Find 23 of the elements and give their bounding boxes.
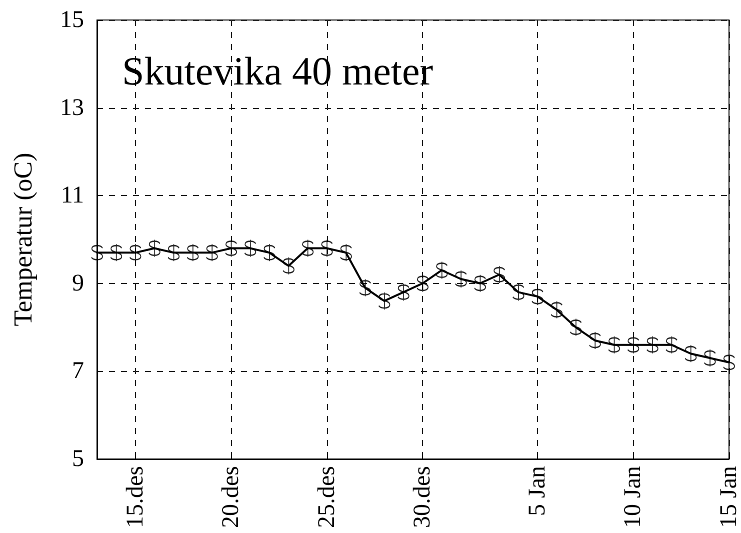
x-tick-label: 10 Jan	[620, 466, 646, 528]
point	[531, 288, 544, 306]
x-tick-label: 30.des	[410, 466, 436, 528]
point	[722, 353, 736, 372]
point	[665, 336, 678, 354]
point	[90, 244, 104, 262]
point	[474, 274, 486, 292]
x-tick-label: 15 Jan	[716, 466, 741, 528]
text: Skutevika 40 meter	[122, 48, 434, 94]
point	[282, 256, 295, 275]
x-tick-label: 5 Jan	[524, 466, 550, 516]
x-tick-label: 25.des	[314, 466, 340, 528]
x-tick-label: 20.des	[218, 466, 244, 528]
y-tick-label: 13	[60, 94, 84, 121]
y-tick-label: 7	[72, 358, 84, 384]
y-tick-label: 11	[60, 182, 84, 209]
y-tick-label: 15	[60, 7, 84, 33]
y-tick-label: 9	[72, 270, 84, 296]
y-tick-label: 5	[72, 446, 84, 472]
x-tick-label: 15.des	[122, 466, 148, 528]
y-axis-title: Temperatur (oC)	[8, 152, 38, 326]
point	[340, 244, 352, 262]
point	[148, 239, 161, 258]
